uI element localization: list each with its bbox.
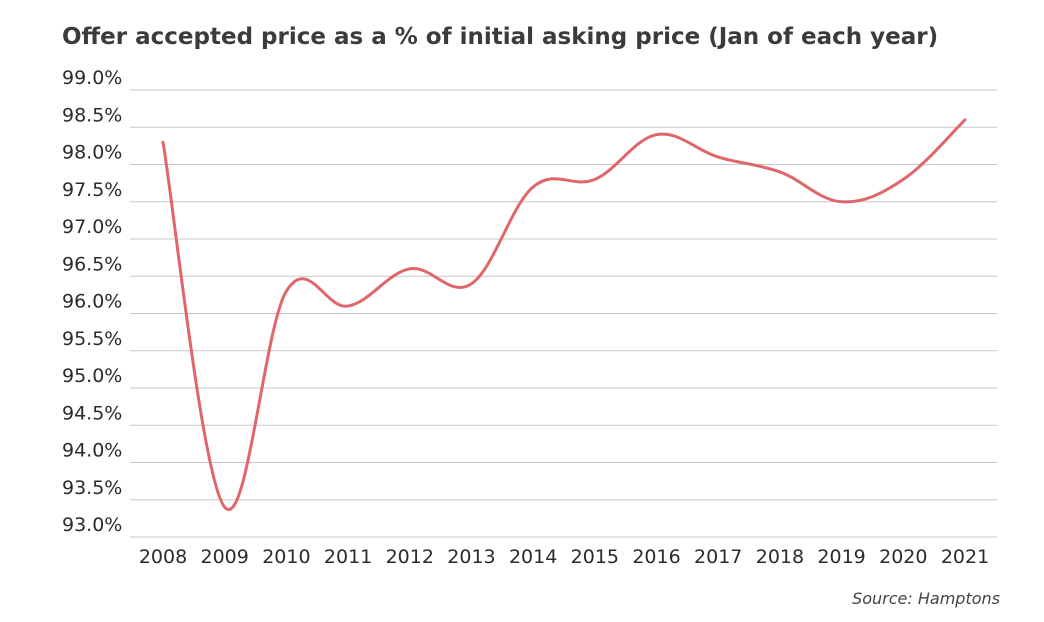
source-note: Source: Hamptons <box>852 589 1000 608</box>
x-tick-label: 2016 <box>632 546 680 568</box>
y-tick-label: 94.0% <box>62 440 122 462</box>
y-tick-label: 95.0% <box>62 365 122 387</box>
x-tick-label: 2011 <box>324 546 372 568</box>
y-tick-label: 95.5% <box>62 328 122 350</box>
x-tick-label: 2019 <box>817 546 865 568</box>
x-tick-label: 2020 <box>879 546 927 568</box>
line-series <box>161 118 967 512</box>
x-tick-label: 2008 <box>139 546 187 568</box>
y-tick-label: 96.0% <box>62 291 122 313</box>
y-tick-label: 98.0% <box>62 142 122 164</box>
y-tick-label: 97.5% <box>62 179 122 201</box>
y-tick-label: 96.5% <box>62 253 122 275</box>
x-tick-label: 2021 <box>941 546 989 568</box>
y-tick-label: 93.5% <box>62 477 122 499</box>
x-tick-label: 2014 <box>509 546 557 568</box>
x-tick-label: 2012 <box>386 546 434 568</box>
x-tick-label: 2013 <box>447 546 495 568</box>
x-tick-label: 2010 <box>262 546 310 568</box>
x-tick-label: 2009 <box>201 546 249 568</box>
y-tick-label: 97.0% <box>62 216 122 238</box>
y-tick-label: 99.0% <box>62 67 122 89</box>
y-tick-label: 98.5% <box>62 104 122 126</box>
x-tick-label: 2015 <box>571 546 619 568</box>
x-tick-label: 2017 <box>694 546 742 568</box>
y-tick-label: 94.5% <box>62 402 122 424</box>
y-tick-label: 93.0% <box>62 514 122 536</box>
chart-title: Offer accepted price as a % of initial a… <box>62 24 938 50</box>
x-tick-label: 2018 <box>756 546 804 568</box>
